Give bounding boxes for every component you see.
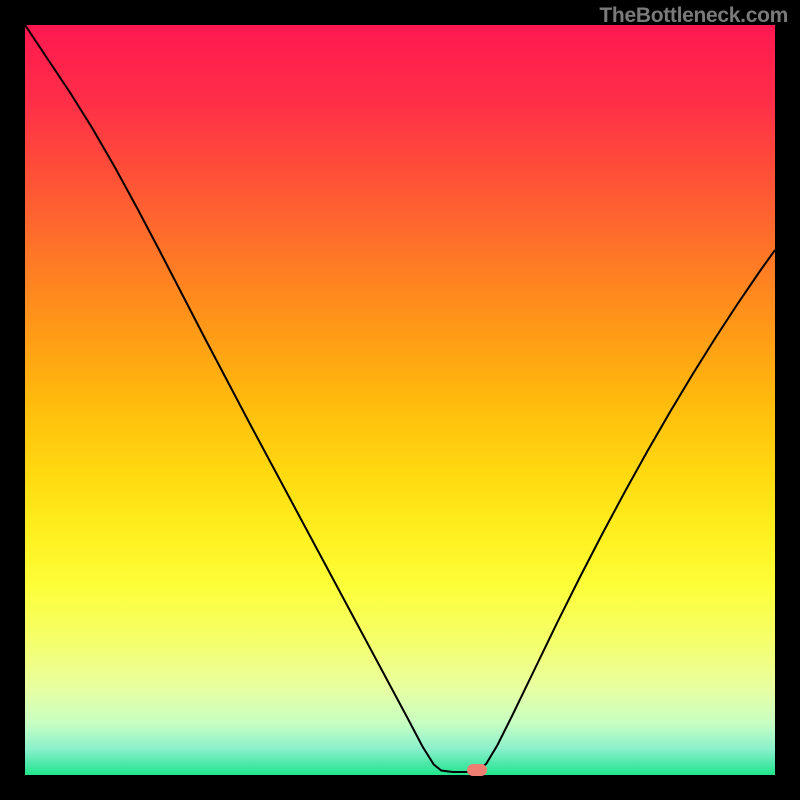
plot-area	[25, 25, 775, 775]
chart-container: TheBottleneck.com	[0, 0, 800, 800]
notch-marker	[467, 764, 487, 776]
watermark-text: TheBottleneck.com	[599, 4, 788, 28]
bottleneck-curve	[25, 25, 775, 775]
